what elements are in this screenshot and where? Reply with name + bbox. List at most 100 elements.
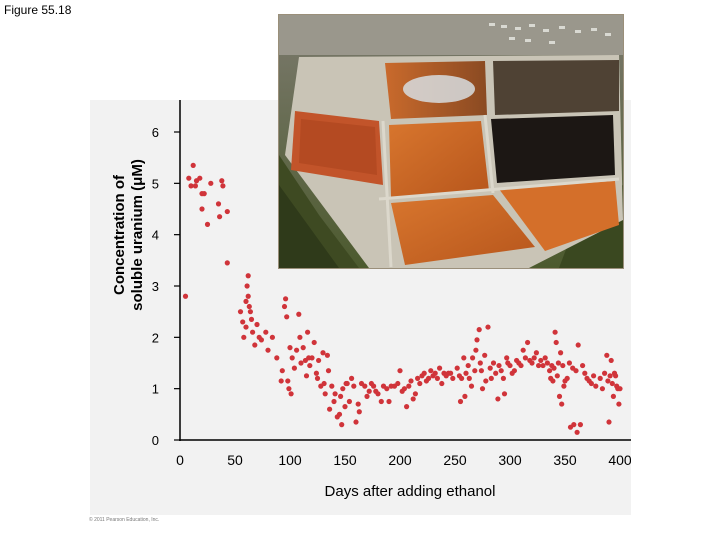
data-point (346, 398, 352, 405)
data-point (353, 419, 359, 425)
data-point (580, 362, 586, 369)
data-point (314, 375, 321, 381)
data-point (332, 391, 338, 397)
y-tick-label: 0 (152, 433, 159, 448)
data-point (412, 391, 418, 397)
data-point (609, 380, 615, 387)
data-point (349, 375, 355, 381)
x-tick-label: 0 (176, 452, 184, 468)
data-point (482, 352, 488, 358)
data-point (556, 393, 563, 399)
figure-label: Figure 55.18 (4, 3, 72, 17)
data-point (477, 360, 483, 366)
data-point (607, 373, 613, 379)
data-point (522, 355, 528, 361)
data-point (606, 419, 612, 425)
data-point (339, 422, 345, 428)
data-point (495, 396, 501, 402)
data-point (281, 303, 288, 310)
x-tick-label: 300 (498, 452, 522, 468)
data-point (525, 339, 531, 346)
data-point (364, 393, 370, 399)
data-point (487, 365, 493, 371)
data-point (252, 342, 258, 348)
data-point (351, 383, 357, 389)
data-point (593, 383, 599, 389)
data-point (237, 309, 244, 315)
data-point (289, 355, 295, 361)
data-point (245, 273, 251, 279)
data-point (408, 378, 414, 384)
data-point (490, 360, 497, 366)
data-point (340, 386, 346, 392)
data-point (201, 191, 207, 197)
data-point (602, 370, 608, 376)
y-tick-label: 5 (152, 176, 159, 191)
data-point (283, 296, 289, 302)
data-point (555, 360, 561, 366)
data-point (536, 362, 542, 369)
data-point (459, 375, 465, 381)
data-point (599, 386, 605, 392)
y-tick-label: 6 (152, 125, 159, 140)
data-point (558, 350, 564, 356)
data-point (426, 375, 432, 381)
data-point (613, 373, 619, 379)
x-axis-label: Days after adding ethanol (325, 483, 496, 500)
data-point (454, 365, 460, 371)
data-point (404, 404, 410, 410)
data-point (428, 368, 434, 374)
data-point (309, 355, 315, 361)
data-point (571, 422, 577, 428)
data-point (575, 342, 581, 348)
data-point (338, 393, 344, 399)
data-point (500, 375, 506, 381)
data-point (285, 378, 291, 384)
data-point (434, 375, 440, 381)
data-point (531, 355, 537, 361)
data-point (439, 380, 445, 387)
data-point (366, 388, 372, 394)
data-point (250, 329, 256, 335)
data-point (604, 352, 610, 358)
data-point (468, 383, 475, 389)
data-point (474, 337, 480, 343)
data-point (616, 401, 622, 407)
data-point (582, 370, 588, 376)
data-point (542, 355, 548, 361)
data-point (258, 337, 264, 343)
data-point (498, 368, 504, 374)
data-point (336, 411, 343, 417)
data-point (417, 380, 423, 387)
data-point (450, 375, 456, 381)
data-point (279, 368, 285, 374)
data-point (329, 383, 335, 389)
data-point (278, 378, 284, 384)
copyright-notice: © 2011 Pearson Education, Inc. (89, 517, 160, 523)
data-point (597, 375, 603, 381)
data-point (245, 293, 251, 299)
data-point (560, 362, 566, 369)
data-point (325, 368, 332, 374)
y-axis-label-line2: soluble uranium (μM) (129, 159, 146, 311)
y-tick-label: 1 (152, 382, 159, 397)
data-point (533, 350, 539, 356)
data-point (182, 293, 189, 299)
data-point (437, 365, 443, 371)
data-point (375, 391, 381, 397)
x-tick-label: 50 (227, 452, 243, 468)
data-point (298, 360, 304, 366)
data-point (547, 368, 553, 374)
y-axis-label-line1: Concentration of (111, 174, 128, 295)
y-tick-label: 2 (152, 330, 159, 345)
data-point (577, 422, 583, 428)
data-point (472, 368, 478, 374)
data-point (397, 368, 403, 374)
data-point (217, 214, 223, 220)
data-point (240, 319, 246, 325)
data-point (247, 309, 253, 315)
data-point (605, 378, 611, 384)
data-point (540, 362, 546, 369)
data-point (554, 373, 560, 379)
data-point (457, 398, 464, 405)
